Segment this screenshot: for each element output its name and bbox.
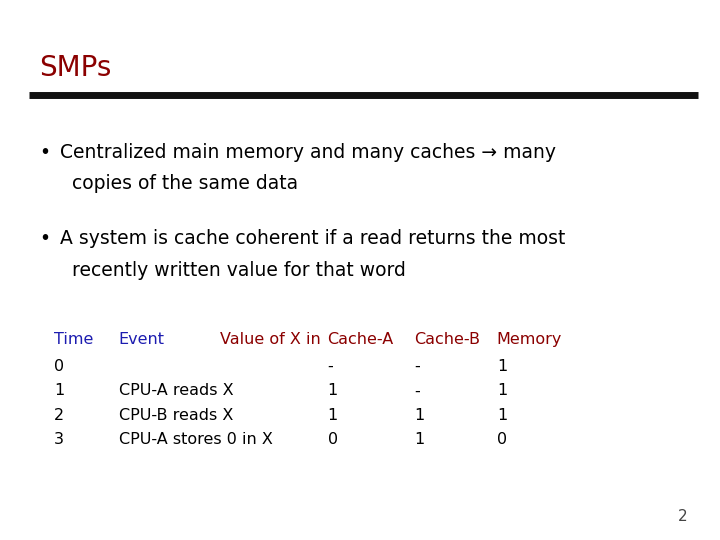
Text: 0: 0 [54, 359, 64, 374]
Text: 1: 1 [414, 408, 424, 423]
Text: 1: 1 [328, 383, 338, 399]
Text: -: - [414, 359, 420, 374]
Text: 3: 3 [54, 432, 64, 447]
Text: recently written value for that word: recently written value for that word [60, 261, 405, 280]
Text: Centralized main memory and many caches → many: Centralized main memory and many caches … [60, 143, 556, 162]
Text: SMPs: SMPs [40, 54, 112, 82]
Text: 1: 1 [497, 383, 507, 399]
Text: Cache-A: Cache-A [328, 332, 394, 347]
Text: Memory: Memory [497, 332, 562, 347]
Text: Value of X in: Value of X in [220, 332, 320, 347]
Text: Cache-B: Cache-B [414, 332, 480, 347]
Text: A system is cache coherent if a read returns the most: A system is cache coherent if a read ret… [60, 230, 565, 248]
Text: 0: 0 [497, 432, 507, 447]
Text: Event: Event [119, 332, 165, 347]
Text: 1: 1 [328, 408, 338, 423]
Text: -: - [328, 359, 333, 374]
Text: CPU-A stores 0 in X: CPU-A stores 0 in X [119, 432, 273, 447]
Text: 1: 1 [497, 408, 507, 423]
Text: 2: 2 [54, 408, 64, 423]
Text: CPU-B reads X: CPU-B reads X [119, 408, 233, 423]
Text: 1: 1 [414, 432, 424, 447]
Text: -: - [414, 383, 420, 399]
Text: 1: 1 [497, 359, 507, 374]
Text: •: • [40, 143, 50, 162]
Text: 1: 1 [54, 383, 64, 399]
Text: copies of the same data: copies of the same data [60, 174, 298, 193]
Text: 0: 0 [328, 432, 338, 447]
Text: •: • [40, 230, 50, 248]
Text: CPU-A reads X: CPU-A reads X [119, 383, 233, 399]
Text: Time: Time [54, 332, 94, 347]
Text: 2: 2 [678, 509, 688, 524]
